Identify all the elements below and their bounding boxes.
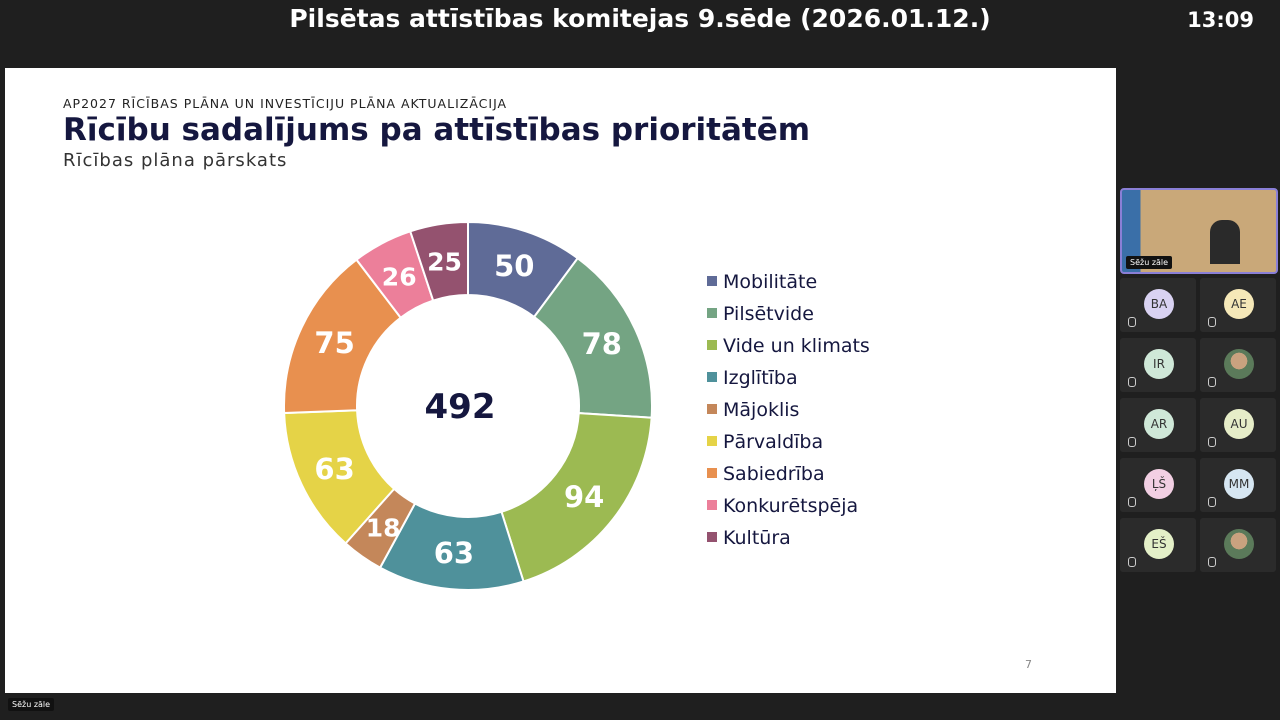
- mute-icon: [1128, 377, 1136, 387]
- slice-label: 94: [564, 480, 604, 514]
- legend-swatch: [707, 340, 717, 350]
- avatar: AU: [1224, 409, 1254, 439]
- avatar: EŠ: [1144, 529, 1174, 559]
- mute-icon: [1128, 557, 1136, 567]
- legend-label: Pārvaldība: [723, 431, 823, 453]
- avatar: AR: [1144, 409, 1174, 439]
- chart: 50 78 94 63 18 63 75 26 25 492 Mobilitāte Pilsētvid…: [283, 220, 870, 591]
- slice-label: 63: [314, 452, 354, 486]
- avatar: ĻŠ: [1144, 469, 1174, 499]
- video-person: [1210, 220, 1240, 264]
- bottom-label: Sēžu zāle: [8, 698, 55, 711]
- donut-total: 492: [425, 387, 496, 427]
- legend-swatch: [707, 436, 717, 446]
- participant-tile[interactable]: AU: [1200, 398, 1276, 452]
- legend-label: Izglītība: [723, 367, 798, 389]
- legend-label: Vide un klimats: [723, 335, 870, 357]
- mute-icon: [1208, 377, 1216, 387]
- mute-icon: [1128, 497, 1136, 507]
- avatar: [1224, 349, 1254, 379]
- participant-tile[interactable]: EŠ: [1120, 518, 1196, 572]
- legend-swatch: [707, 404, 717, 414]
- participant-tile[interactable]: ĻŠ: [1120, 458, 1196, 512]
- chart-title: Rīcību sadalījums pa attīstības prioritā…: [63, 112, 811, 148]
- chart-subtitle: Rīcības plāna pārskats: [63, 150, 288, 171]
- meeting-title: Pilsētas attīstības komitejas 9.sēde (20…: [289, 4, 991, 33]
- legend-swatch: [707, 308, 717, 318]
- mute-icon: [1128, 317, 1136, 327]
- mute-icon: [1208, 497, 1216, 507]
- slice-label: 50: [494, 249, 534, 283]
- slice-label: 78: [582, 327, 622, 361]
- slice-label: 63: [434, 536, 474, 570]
- legend-label: Kultūra: [723, 527, 791, 549]
- video-tile[interactable]: Sēžu zāle: [1120, 188, 1278, 274]
- legend-swatch: [707, 500, 717, 510]
- page-number: 7: [1025, 658, 1032, 671]
- participant-tile[interactable]: [1200, 518, 1276, 572]
- legend-label: Mājoklis: [723, 399, 799, 421]
- participant-tile[interactable]: BA: [1120, 278, 1196, 332]
- slide: AP2027 RĪCĪBAS PLĀNA UN INVESTĪCIJU PLĀN…: [5, 68, 1116, 693]
- participant-tile[interactable]: AE: [1200, 278, 1276, 332]
- top-bar: Pilsētas attīstības komitejas 9.sēde (20…: [0, 0, 1280, 44]
- donut-slice: [408, 220, 469, 302]
- legend-swatch: [707, 276, 717, 286]
- participant-tile[interactable]: [1200, 338, 1276, 392]
- slice-label: 25: [427, 247, 462, 276]
- avatar: MM: [1224, 469, 1254, 499]
- avatar: IR: [1144, 349, 1174, 379]
- slice-label: 26: [382, 263, 417, 292]
- clock: 13:09: [1187, 8, 1254, 32]
- slide-kicker: AP2027 RĪCĪBAS PLĀNA UN INVESTĪCIJU PLĀN…: [63, 96, 508, 111]
- participant-tile[interactable]: MM: [1200, 458, 1276, 512]
- avatar: AE: [1224, 289, 1254, 319]
- participant-tile[interactable]: AR: [1120, 398, 1196, 452]
- legend-swatch: [707, 532, 717, 542]
- legend-label: Konkurētspēja: [723, 495, 858, 517]
- legend-label: Sabiedrība: [723, 463, 825, 485]
- participant-tile[interactable]: IR: [1120, 338, 1196, 392]
- mute-icon: [1208, 317, 1216, 327]
- mute-icon: [1208, 437, 1216, 447]
- mute-icon: [1128, 437, 1136, 447]
- legend-label: Pilsētvide: [723, 303, 814, 325]
- legend-swatch: [707, 468, 717, 478]
- slice-label: 75: [314, 326, 354, 360]
- mute-icon: [1208, 557, 1216, 567]
- avatar: [1224, 529, 1254, 559]
- video-label: Sēžu zāle: [1126, 256, 1173, 269]
- slice-label: 18: [366, 514, 401, 543]
- avatar: BA: [1144, 289, 1174, 319]
- legend-swatch: [707, 372, 717, 382]
- legend-label: Mobilitāte: [723, 271, 817, 293]
